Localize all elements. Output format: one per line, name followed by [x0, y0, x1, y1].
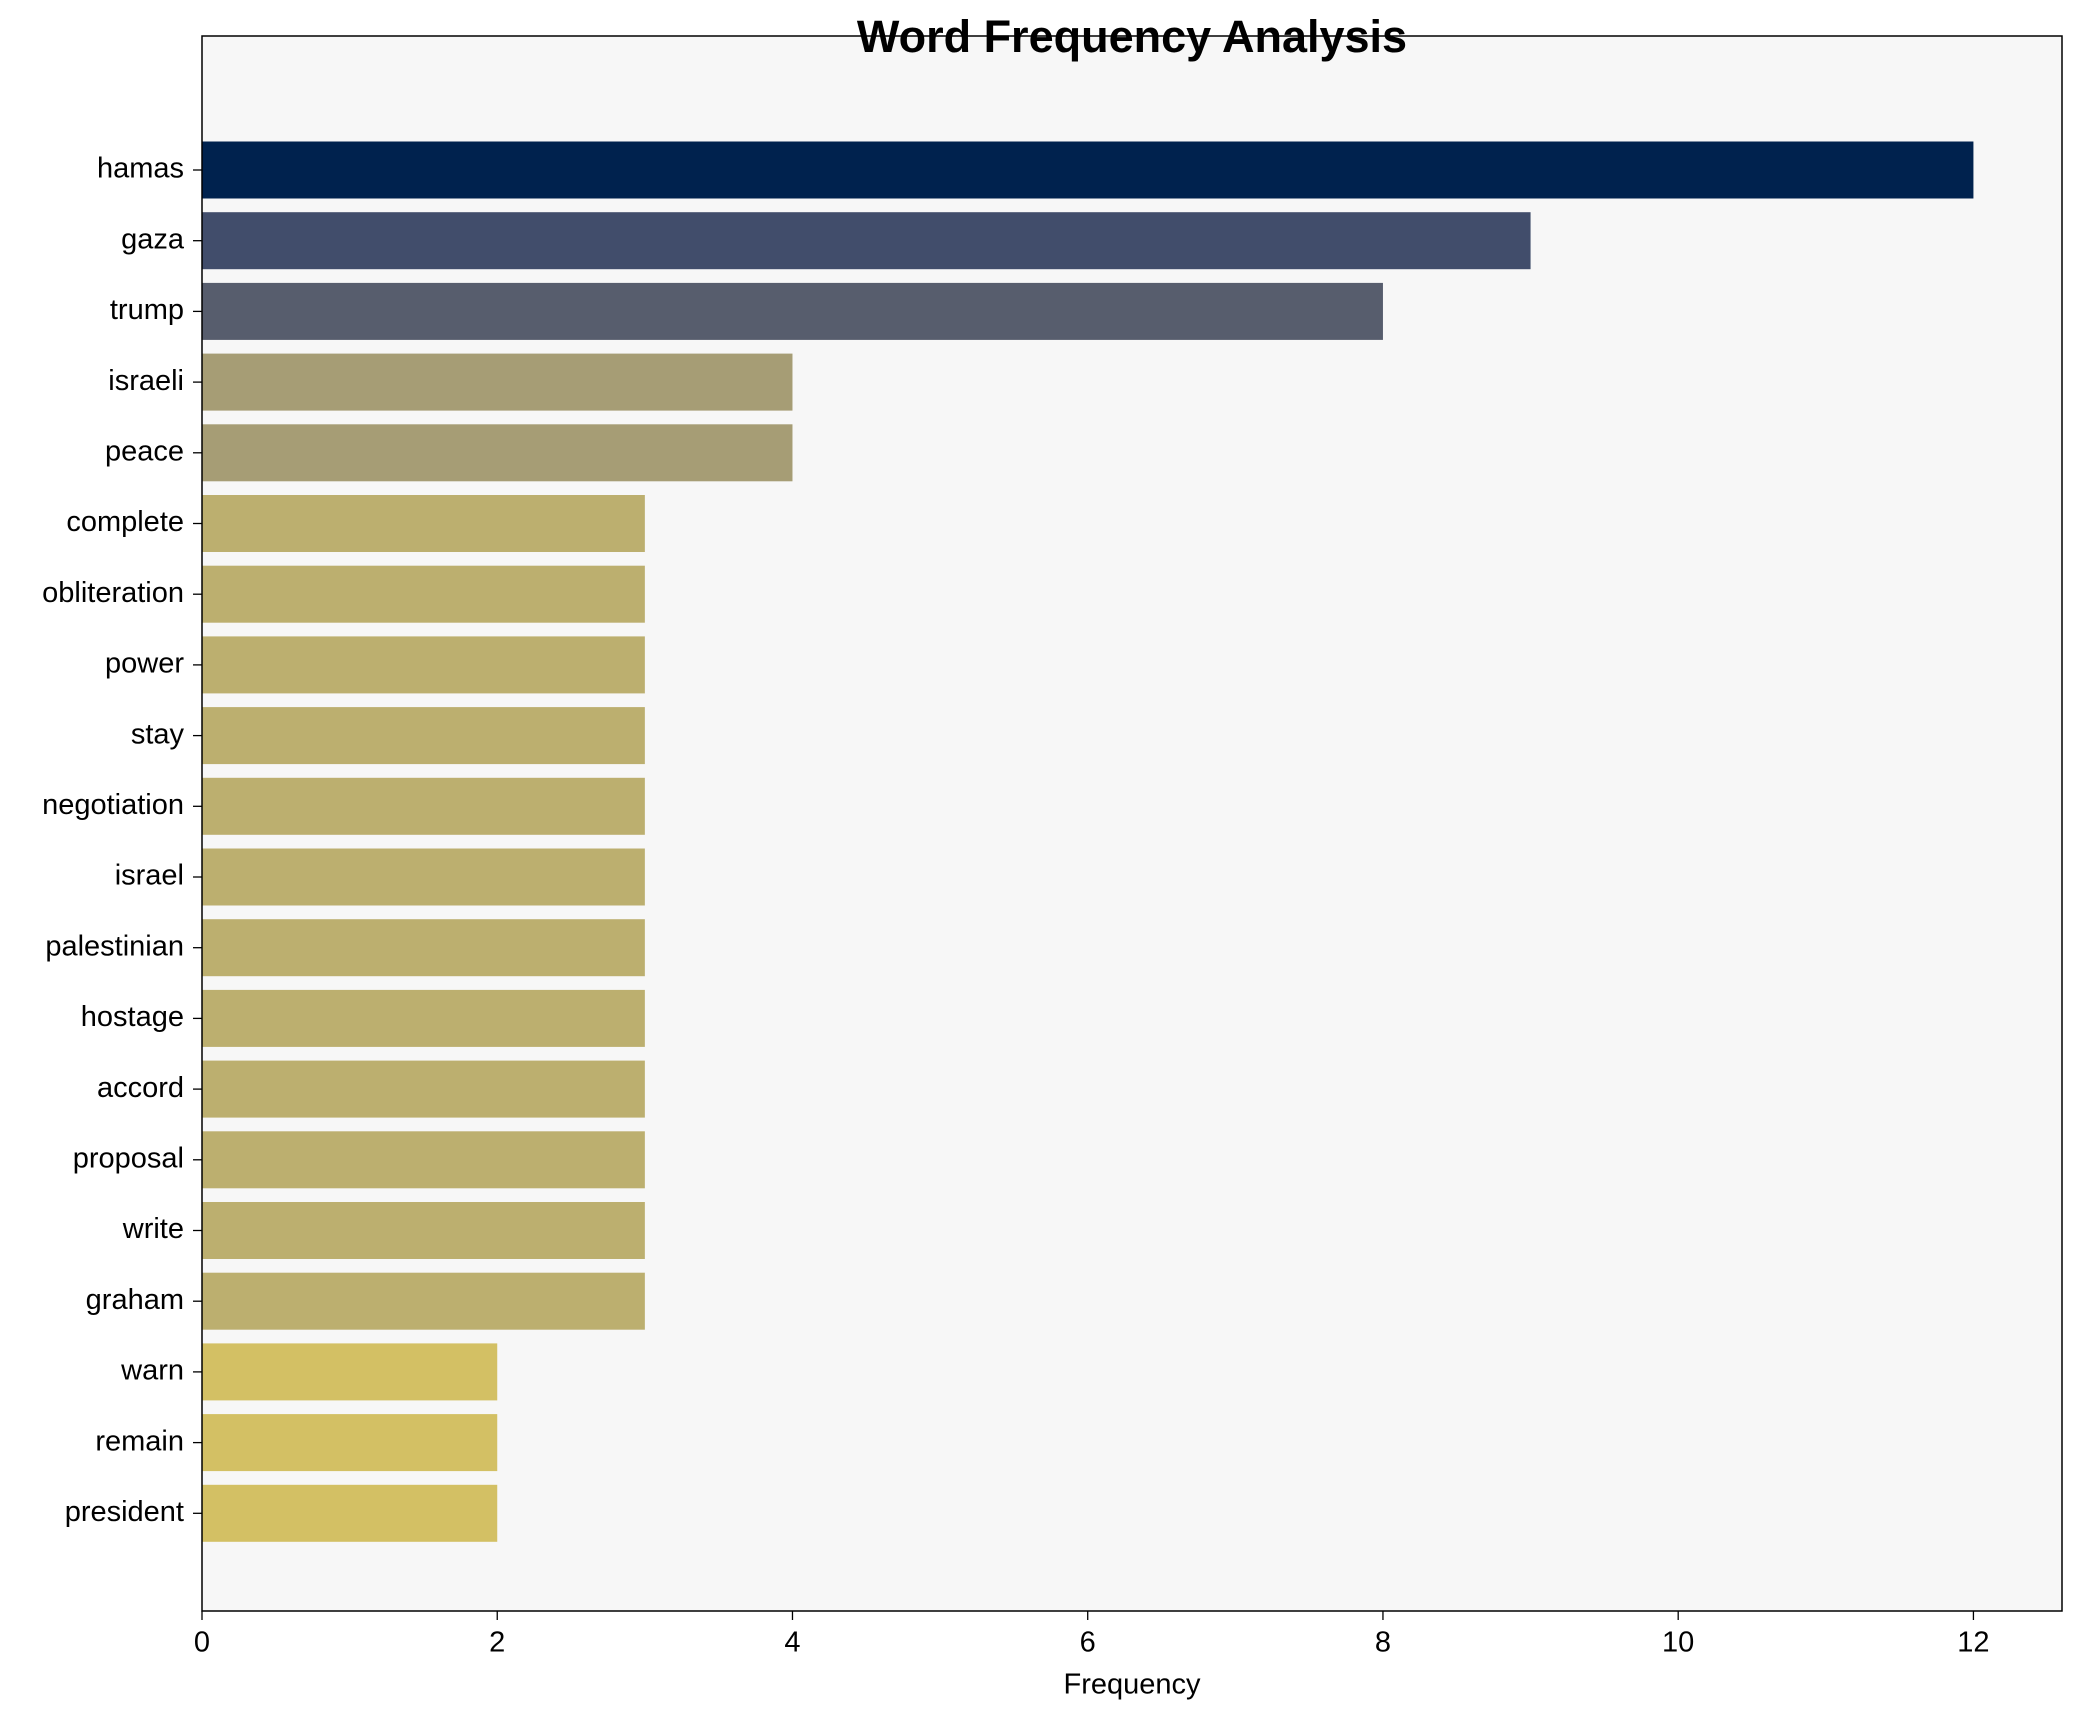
- bar: [202, 565, 645, 623]
- y-tick-label: accord: [97, 1072, 184, 1104]
- bar: [202, 989, 645, 1047]
- bar: [202, 212, 1531, 270]
- bar: [202, 1131, 645, 1189]
- y-tick-label: negotiation: [42, 789, 184, 821]
- x-tick-label: 4: [784, 1627, 800, 1659]
- plot-frame: [201, 35, 2063, 1612]
- bar: [202, 777, 645, 835]
- y-tick-label: trump: [110, 294, 184, 326]
- y-tick-label: remain: [95, 1425, 184, 1457]
- bar: [202, 1343, 498, 1401]
- y-tick-label: gaza: [121, 223, 185, 255]
- y-tick-label: proposal: [73, 1142, 184, 1174]
- y-tick-label: palestinian: [45, 930, 184, 962]
- y-tick-label: peace: [105, 435, 184, 467]
- y-tick-label: israel: [115, 860, 184, 892]
- x-tick-label: 6: [1080, 1627, 1096, 1659]
- x-tick-label: 12: [1957, 1627, 1989, 1659]
- y-tick-label: warn: [120, 1355, 184, 1387]
- x-tick-label: 8: [1375, 1627, 1391, 1659]
- y-tick-label: complete: [66, 506, 184, 538]
- bar: [202, 707, 645, 765]
- bar: [202, 636, 645, 694]
- y-tick-label: stay: [131, 718, 185, 750]
- bar: [202, 1202, 645, 1259]
- x-tick-label: 2: [489, 1627, 505, 1659]
- y-tick-label: power: [105, 648, 184, 680]
- x-tick-label: 10: [1662, 1627, 1694, 1659]
- bar: [202, 1060, 645, 1118]
- bar: [202, 1484, 498, 1542]
- y-tick-label: graham: [86, 1284, 184, 1316]
- x-axis-label: Frequency: [1063, 1669, 1201, 1701]
- bar: [202, 424, 793, 482]
- y-tick-label: hamas: [97, 153, 184, 185]
- y-tick-label: obliteration: [42, 577, 184, 609]
- bar: [202, 495, 645, 552]
- y-tick-label: write: [122, 1213, 184, 1245]
- bar: [202, 353, 793, 411]
- y-tick-label: israeli: [108, 365, 184, 397]
- bar: [202, 282, 1383, 340]
- y-tick-label: hostage: [81, 1001, 184, 1033]
- bar: [202, 848, 645, 906]
- bar: [202, 919, 645, 977]
- x-tick-label: 0: [194, 1627, 210, 1659]
- bar: [202, 1414, 498, 1472]
- bar: [202, 1272, 645, 1330]
- y-tick-label: president: [65, 1496, 184, 1528]
- bar: [202, 141, 1974, 199]
